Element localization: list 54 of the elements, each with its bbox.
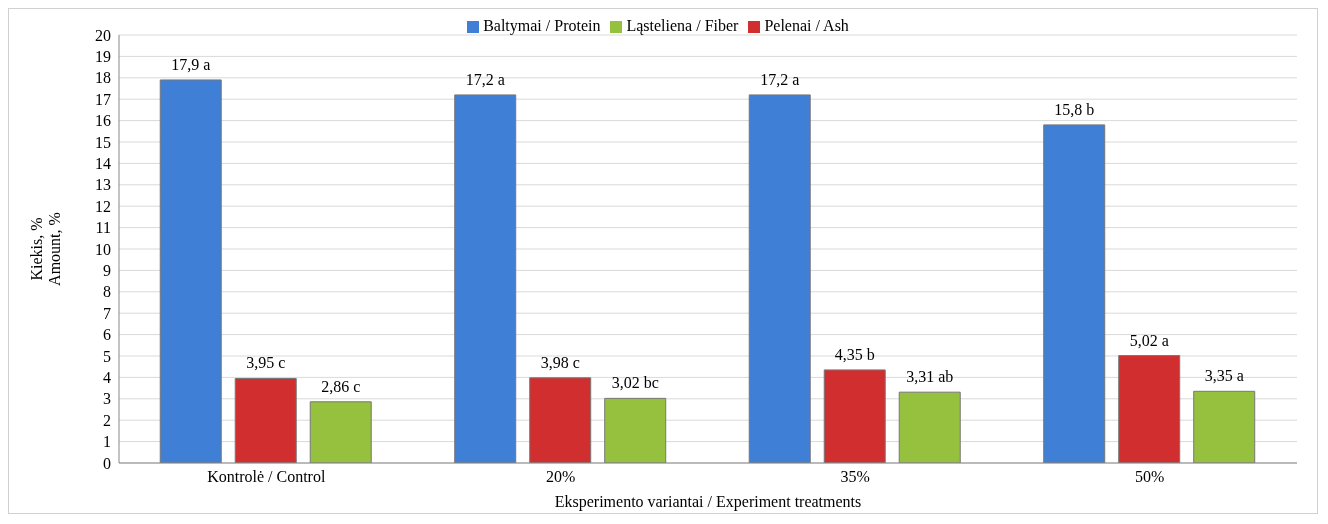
y-tick-label: 10 [95, 240, 111, 258]
data-label: 3,31 ab [906, 368, 954, 386]
bar [234, 377, 297, 463]
bar [529, 377, 592, 463]
y-tick-label: 8 [103, 283, 111, 301]
bar [309, 401, 372, 463]
data-label: 17,2 a [465, 70, 505, 88]
bar [748, 94, 811, 463]
x-tick-label: Kontrolė / Control [207, 468, 326, 486]
y-tick-label: 6 [103, 326, 111, 344]
data-label: 3,35 a [1204, 367, 1244, 385]
y-tick-label: 18 [95, 69, 111, 87]
x-tick-label: 50% [1135, 468, 1165, 486]
data-label: 17,9 a [171, 55, 211, 73]
bar [898, 391, 961, 463]
legend-label: Baltymai / Protein [483, 17, 601, 34]
y-tick-label: 20 [95, 26, 111, 44]
y-tick-label: 16 [95, 112, 111, 130]
bar [604, 397, 667, 463]
data-label: 2,86 c [321, 377, 361, 395]
y-tick-label: 1 [103, 433, 111, 451]
y-axis-title: Kiekis, % Amount, % [28, 212, 63, 286]
data-label: 3,98 c [540, 353, 580, 371]
y-tick-label: 12 [95, 197, 111, 215]
bar [454, 94, 517, 463]
y-tick-label: 9 [103, 262, 111, 280]
data-label: 3,02 bc [611, 374, 659, 392]
y-tick-label: 13 [95, 176, 111, 194]
y-tick-label: 3 [103, 390, 111, 408]
y-tick-label: 0 [103, 454, 111, 472]
y-tick-label: 5 [103, 347, 111, 365]
y-tick-label: 4 [103, 369, 111, 387]
x-axis-title: Eksperimento variantai / Experiment treatments [554, 493, 862, 511]
data-label: 4,35 b [834, 345, 875, 363]
bar [1043, 124, 1106, 463]
bar [823, 369, 886, 463]
x-tick-label: 20% [546, 468, 576, 486]
bar [1118, 355, 1181, 463]
data-label: 5,02 a [1129, 331, 1169, 349]
data-label: 17,2 a [760, 70, 800, 88]
bar [159, 79, 222, 463]
legend-label: Ląsteliena / Fiber [626, 17, 739, 34]
y-tick-label: 17 [95, 90, 111, 108]
bar [1193, 390, 1256, 463]
x-tick-label: 35% [840, 468, 870, 486]
y-tick-label: 2 [103, 411, 111, 429]
y-tick-label: 19 [95, 48, 111, 66]
y-tick-label: 14 [95, 155, 111, 173]
legend-label: Pelenai / Ash [764, 17, 849, 34]
data-label: 15,8 b [1054, 100, 1095, 118]
y-tick-label: 15 [95, 133, 111, 151]
y-tick-label: 11 [95, 219, 111, 237]
y-tick-label: 7 [103, 304, 111, 322]
data-label: 3,95 c [246, 354, 286, 372]
